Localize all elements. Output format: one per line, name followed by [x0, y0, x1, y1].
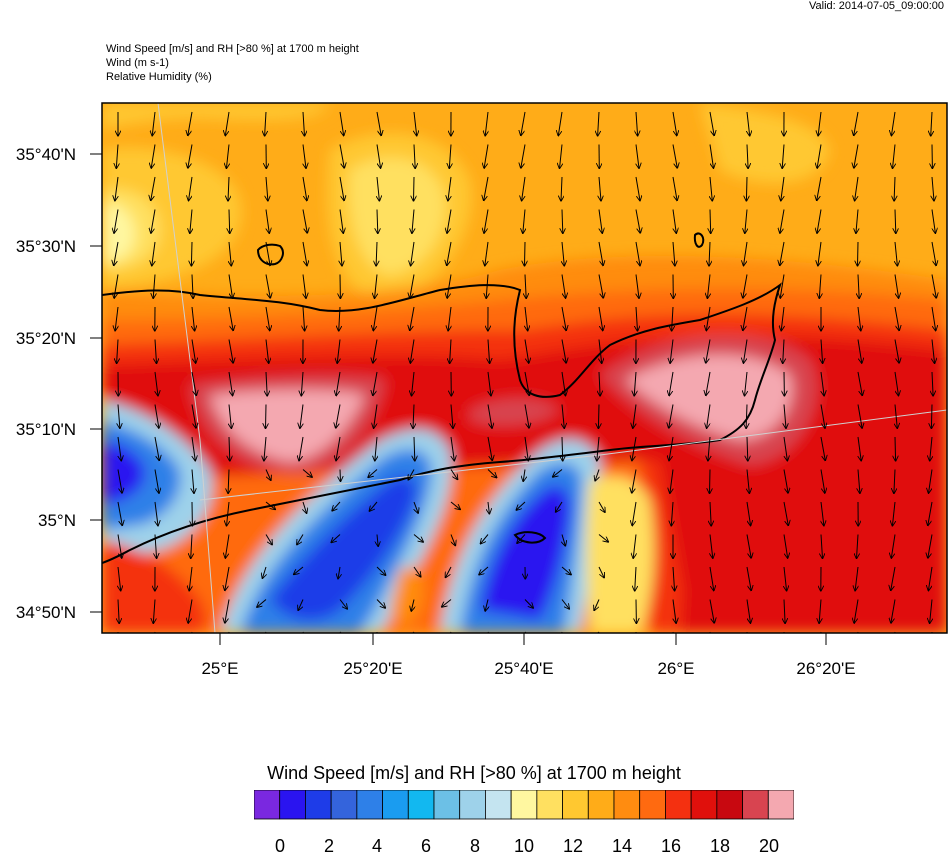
- colorbar: [254, 790, 794, 820]
- wind-arrow: [562, 437, 563, 461]
- wind-arrow: [118, 632, 119, 656]
- colorbar-swatch: [408, 790, 434, 819]
- wind-arrow: [152, 632, 155, 656]
- wind-arrow: [895, 437, 896, 461]
- wind-arrow: [931, 632, 932, 656]
- wind-arrow: [229, 210, 230, 234]
- lat-label: 35°40'N: [16, 145, 76, 164]
- lat-label: 35°30'N: [16, 237, 76, 256]
- wind-arrow: [854, 632, 858, 656]
- wind-map: 35°40'N 35°30'N 35°20'N 35°10'N 35°N 34°…: [0, 0, 948, 700]
- wind-arrow: [710, 470, 711, 494]
- wind-arrow: [710, 210, 711, 234]
- colorbar-swatch: [485, 790, 511, 819]
- wind-arrow: [266, 405, 267, 429]
- latitude-axis: 35°40'N 35°30'N 35°20'N 35°10'N 35°N 34°…: [16, 145, 102, 622]
- wind-arrow: [340, 470, 341, 482]
- wind-arrow: [747, 632, 749, 656]
- lon-label: 26°E: [657, 659, 694, 678]
- colorbar-swatch: [691, 790, 717, 819]
- lon-label: 25°20'E: [343, 659, 402, 678]
- wind-arrow: [931, 405, 932, 429]
- colorbar-swatch: [717, 790, 743, 819]
- colorbar-swatch: [563, 790, 589, 819]
- wind-arrow: [892, 632, 895, 656]
- lon-label: 25°40'E: [494, 659, 553, 678]
- lat-label: 35°10'N: [16, 420, 76, 439]
- wind-arrow: [710, 632, 714, 656]
- colorbar-swatch: [434, 790, 460, 819]
- colorbar-swatch: [640, 790, 666, 819]
- colorbar-swatch: [537, 790, 563, 819]
- wind-arrow: [783, 632, 784, 656]
- colorbar-swatch: [511, 790, 537, 819]
- colorbar-swatch: [280, 790, 306, 819]
- wind-arrow: [188, 632, 192, 656]
- wind-arrow: [636, 632, 638, 656]
- colorbar-swatch: [357, 790, 383, 819]
- colorbar-swatch: [768, 790, 794, 819]
- colorbar-swatch: [331, 790, 357, 819]
- wind-speed-field: [102, 103, 947, 656]
- colorbar-swatch: [460, 790, 486, 819]
- wind-arrow: [746, 177, 747, 201]
- wind-arrow: [414, 177, 415, 201]
- lat-label: 34°50'N: [16, 603, 76, 622]
- colorbar-swatch: [383, 790, 409, 819]
- longitude-axis: 25°E 25°20'E 25°40'E 26°E 26°20'E: [201, 633, 855, 678]
- colorbar-swatch: [665, 790, 691, 819]
- lon-label: 25°E: [201, 659, 238, 678]
- colorbar-swatch: [614, 790, 640, 819]
- wind-arrow: [818, 632, 821, 656]
- wind-arrow: [598, 405, 599, 429]
- wind-arrow: [226, 632, 229, 656]
- colorbar-swatch: [743, 790, 769, 819]
- wind-arrow: [191, 242, 192, 266]
- colorbar-swatch: [305, 790, 331, 819]
- colorbar-swatch: [254, 790, 280, 819]
- lat-label: 35°20'N: [16, 329, 76, 348]
- wind-arrow: [858, 242, 859, 266]
- colorbar-swatch: [588, 790, 614, 819]
- wind-arrow: [560, 632, 562, 644]
- wind-arrow: [525, 242, 526, 266]
- colorbar-title: Wind Speed [m/s] and RH [>80 %] at 1700 …: [0, 763, 948, 784]
- lon-label: 26°20'E: [796, 659, 855, 678]
- lat-label: 35°N: [38, 511, 76, 530]
